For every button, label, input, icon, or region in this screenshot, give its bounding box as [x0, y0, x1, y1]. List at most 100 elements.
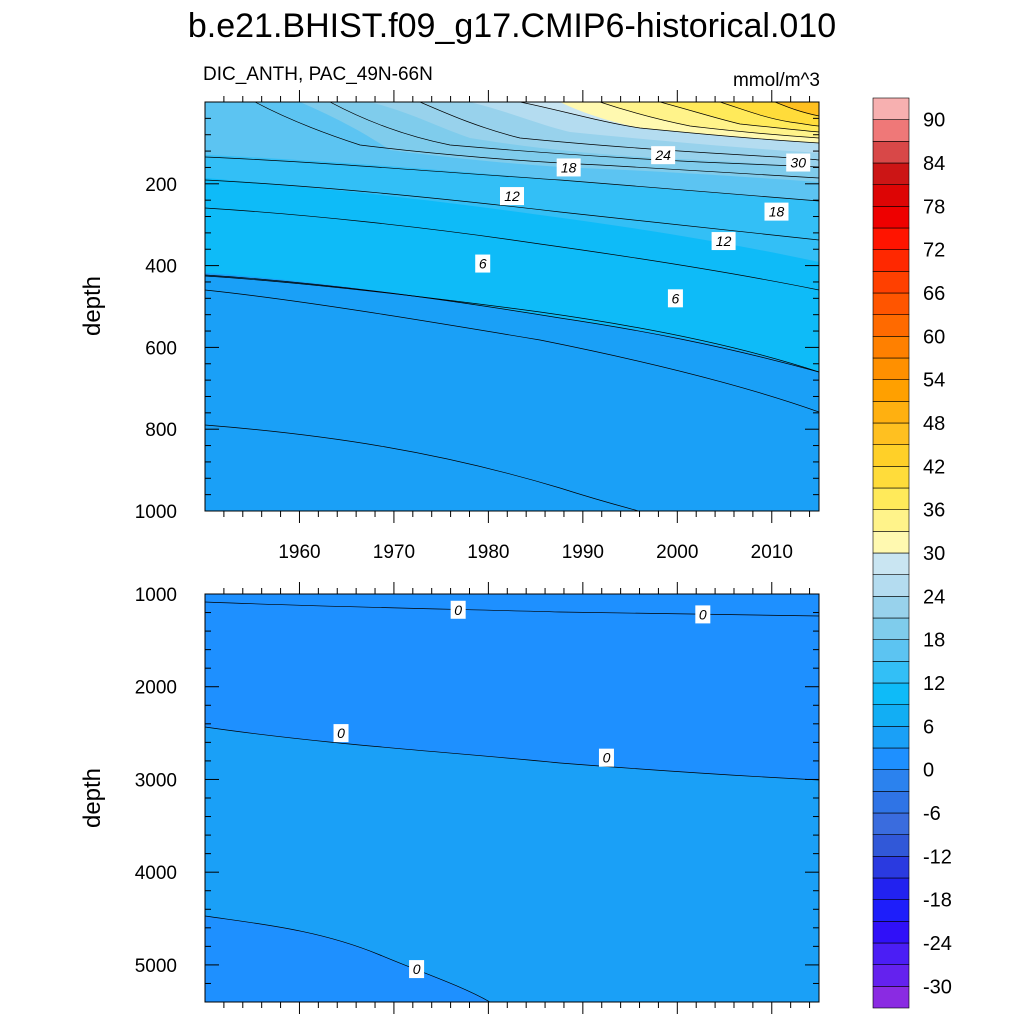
- colorbar-label: 30: [923, 543, 945, 565]
- colorbar-swatch: [872, 271, 910, 294]
- y-tick-label: 4000: [135, 863, 177, 884]
- colorbar-swatch: [872, 357, 910, 380]
- contour-label-box: [786, 153, 811, 172]
- contour-line-18: [254, 102, 819, 179]
- upper-axis: 200 400 600 800 1000: [135, 90, 819, 523]
- colorbar-label: -30: [923, 976, 952, 998]
- contour-label-box: [500, 187, 524, 206]
- contour-label-box: [598, 748, 614, 767]
- contour-line-42: [774, 102, 819, 117]
- colorbar-label: 42: [923, 456, 945, 478]
- colorbar-swatch: [872, 444, 910, 467]
- colorbar-swatch: [872, 162, 910, 185]
- colorbar-swatch: [872, 986, 910, 1009]
- colorbar-swatch: [872, 292, 910, 315]
- colorbar-swatch: [872, 184, 910, 207]
- contour-line-6: [205, 274, 819, 373]
- colorbar-label: 54: [923, 370, 945, 392]
- fill-band-0-3: [205, 425, 819, 511]
- colorbar-swatch: [872, 487, 910, 510]
- upper-frame: [204, 101, 820, 512]
- lower-contour-lines: [205, 601, 819, 1002]
- colorbar-label: 18: [923, 630, 945, 652]
- contour-label-box: [409, 960, 425, 979]
- colorbar-label: 24: [923, 586, 945, 608]
- y-tick-label: 1000: [135, 502, 177, 523]
- colorbar-swatch: [872, 834, 910, 857]
- contour-label-box: [450, 600, 466, 619]
- x-tick-label: 2000: [656, 542, 698, 563]
- contour-line-0-bottom: [205, 915, 491, 1002]
- colorbar-label: 72: [923, 240, 945, 262]
- contour-line-36: [659, 102, 819, 133]
- x-tick-labels: 1960 1970 1980 1990 2000 2010: [278, 542, 793, 563]
- fill-band-0-3-lower: [205, 727, 819, 1002]
- colorbar-swatch: [872, 379, 910, 402]
- contour-label: 18: [561, 159, 577, 175]
- lower-ylabel: depth: [79, 768, 106, 828]
- contour-label-box: [651, 146, 676, 165]
- colorbar-swatch: [872, 249, 910, 272]
- contour-line-39: [719, 102, 819, 127]
- colorbar-swatch: [872, 921, 910, 944]
- contour-label: 0: [699, 606, 707, 622]
- contour-label-box: [695, 605, 711, 624]
- lower-axis: 1000 2000 3000 4000 5000: [135, 582, 819, 1014]
- x-tick-label: 1970: [373, 542, 415, 563]
- colorbar-label: -12: [923, 846, 952, 868]
- contour-line-0-top: [205, 601, 819, 617]
- y-tick-label: 1000: [135, 585, 177, 606]
- contour-line-9: [205, 207, 819, 291]
- contour-line-6b: [205, 275, 819, 373]
- contour-label-box: [556, 158, 581, 177]
- colorbar-label: -6: [923, 803, 941, 825]
- fill-band-42-45: [775, 102, 819, 116]
- colorbar-label: 6: [923, 716, 934, 738]
- colorbar-swatch: [872, 401, 910, 424]
- x-tick-label: 1990: [562, 542, 604, 563]
- lower-panel: 0 0 0 0 0 1000 2000 3000 4000 5000: [135, 582, 820, 1014]
- contour-label: 0: [413, 961, 421, 977]
- colorbar-swatch: [872, 617, 910, 640]
- contour-line-30: [519, 102, 819, 144]
- colorbar-label: 60: [923, 326, 945, 348]
- colorbar-swatch: [872, 791, 910, 814]
- x-tick-label: 1980: [467, 542, 509, 563]
- contour-line-15: [205, 156, 819, 202]
- colorbar-swatch: [872, 552, 910, 575]
- colorbar-label: 90: [923, 110, 945, 132]
- colorbar-swatch: [872, 596, 910, 619]
- colorbar-swatch: [872, 206, 910, 229]
- colorbar-swatch: [872, 119, 910, 142]
- colorbar-label: 48: [923, 413, 945, 435]
- colorbar-label: -24: [923, 933, 952, 955]
- upper-contour-lines: [205, 102, 819, 511]
- colorbar-swatch: [872, 227, 910, 250]
- colorbar-swatch: [872, 704, 910, 727]
- colorbar-swatch: [872, 661, 910, 684]
- contour-line-21: [329, 102, 819, 168]
- x-tick-label: 1960: [278, 542, 320, 563]
- colorbar-swatch: [872, 812, 910, 835]
- colorbar-swatch: [872, 314, 910, 337]
- y-tick-label: 5000: [135, 956, 177, 977]
- colorbar-swatch: [872, 964, 910, 987]
- contour-label: 6: [672, 290, 680, 306]
- colorbar-swatch: [872, 466, 910, 489]
- lower-contour-fills: [205, 594, 819, 1002]
- colorbar-swatch: [872, 726, 910, 749]
- contour-label: 0: [337, 725, 345, 741]
- colorbar-swatch: [872, 422, 910, 445]
- colorbar-label: 84: [923, 153, 945, 175]
- contour-label: 24: [654, 147, 671, 163]
- colorbar-swatch: [872, 97, 910, 120]
- y-tick-label: 600: [145, 338, 177, 359]
- colorbar-swatch: [872, 531, 910, 554]
- colorbar-swatch: [872, 639, 910, 662]
- colorbar-swatch: [872, 942, 910, 965]
- contour-label-box: [764, 202, 789, 221]
- upper-contour-fills: [205, 102, 819, 511]
- y-tick-label: 200: [145, 175, 177, 196]
- lower-contour-labels: 0 0 0 0 0: [333, 600, 711, 979]
